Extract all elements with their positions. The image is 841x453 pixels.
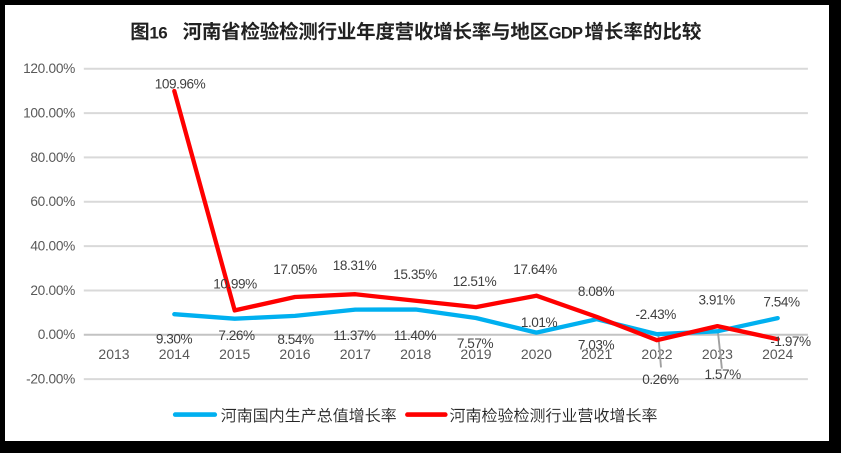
svg-text:1.01%: 1.01% [521,315,558,330]
svg-text:11.40%: 11.40% [394,328,437,343]
svg-text:2019: 2019 [460,346,491,362]
svg-text:17.64%: 17.64% [513,262,557,277]
svg-text:GDP: GDP [549,24,583,42]
svg-text:2024: 2024 [762,346,793,362]
svg-text:2014: 2014 [159,346,190,362]
svg-text:10.99%: 10.99% [213,277,257,292]
svg-text:7.26%: 7.26% [218,328,255,343]
svg-text:-1.97%: -1.97% [770,334,811,349]
svg-text:0.00%: 0.00% [38,327,75,342]
svg-text:100.00%: 100.00% [23,106,75,121]
svg-text:2018: 2018 [400,346,431,362]
svg-text:18.31%: 18.31% [333,258,377,273]
svg-text:1.57%: 1.57% [704,367,741,382]
svg-text:2023: 2023 [702,346,733,362]
svg-text:8.08%: 8.08% [578,284,615,299]
svg-text:109.96%: 109.96% [155,77,206,92]
svg-text:20.00%: 20.00% [30,283,75,298]
svg-text:15.35%: 15.35% [393,267,437,282]
svg-text:2021: 2021 [581,346,612,362]
svg-text:3.91%: 3.91% [698,293,735,308]
svg-text:7.54%: 7.54% [763,295,800,310]
svg-text:11.37%: 11.37% [333,328,376,343]
svg-text:7.03%: 7.03% [578,338,615,353]
svg-text:17.05%: 17.05% [273,262,317,277]
svg-text:2013: 2013 [98,346,129,362]
svg-text:8.54%: 8.54% [277,332,314,347]
svg-text:12.51%: 12.51% [453,274,497,289]
svg-text:-2.43%: -2.43% [636,307,677,322]
svg-text:2020: 2020 [521,346,552,362]
svg-text:2017: 2017 [340,346,371,362]
svg-text:40.00%: 40.00% [30,239,75,254]
svg-text:16: 16 [149,23,167,42]
svg-text:0.26%: 0.26% [642,372,679,387]
svg-text:9.30%: 9.30% [156,332,193,347]
svg-text:-20.00%: -20.00% [26,372,75,387]
svg-text:80.00%: 80.00% [30,150,75,165]
svg-text:2016: 2016 [279,346,310,362]
svg-text:2022: 2022 [641,346,672,362]
svg-text:60.00%: 60.00% [30,194,75,209]
svg-text:2015: 2015 [219,346,250,362]
svg-text:7.57%: 7.57% [457,336,494,351]
svg-text:120.00%: 120.00% [23,61,75,76]
